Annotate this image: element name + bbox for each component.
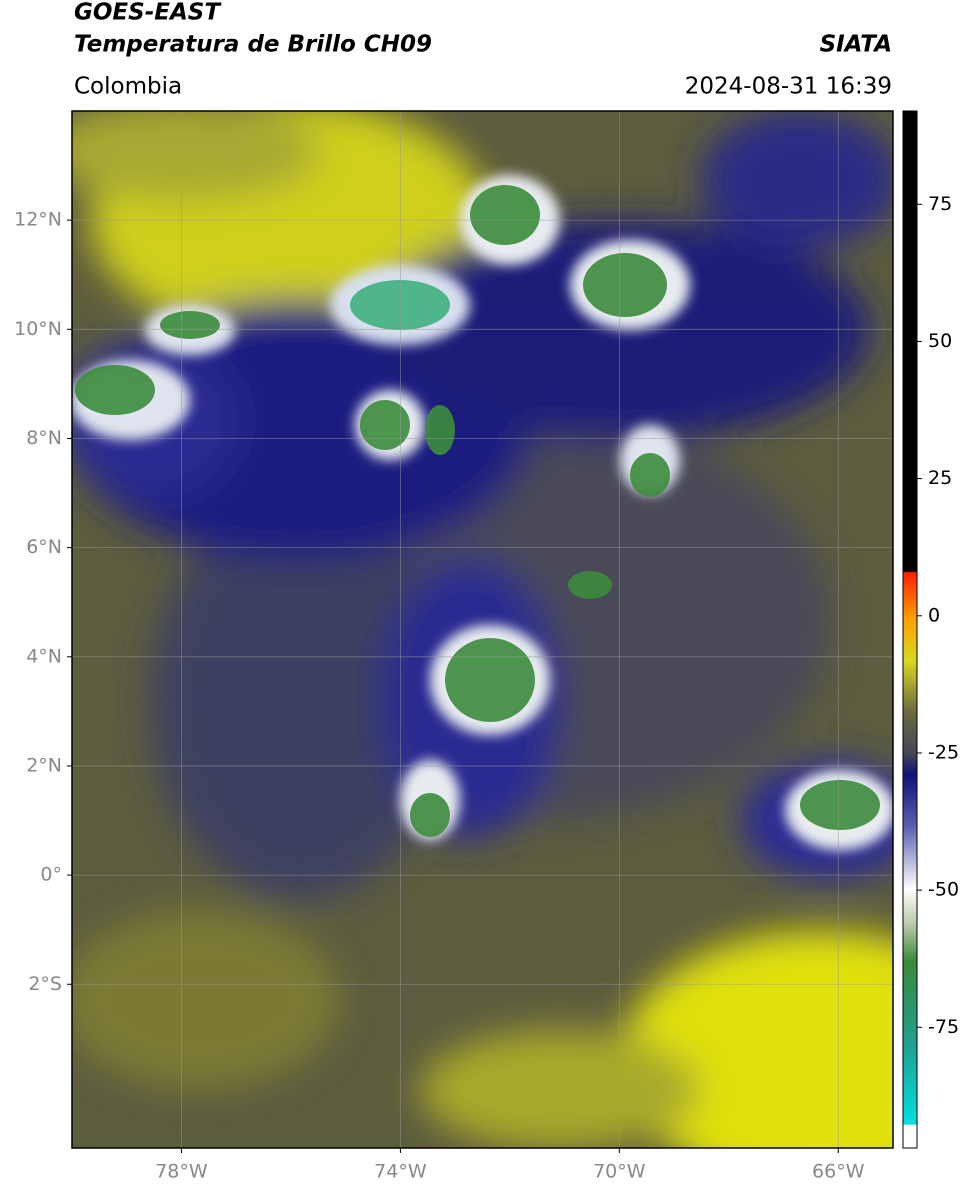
- subtitle: Temperatura de Brillo CH09: [74, 32, 432, 58]
- graticule: [72, 111, 893, 1148]
- lon-tick-label: 66°W: [812, 1161, 865, 1183]
- lat-tick-label: 2°S: [28, 973, 62, 995]
- lat-tick-label: 12°N: [14, 209, 62, 231]
- source: SIATA: [820, 32, 892, 58]
- colorbar-tick-label: -25: [928, 741, 959, 763]
- map-frame: [71, 110, 894, 1149]
- datetime: 2024-08-31 16:39: [685, 74, 892, 100]
- colorbar: [902, 110, 918, 1149]
- colorbar-tick-label: 75: [928, 193, 952, 215]
- lon-tick-label: 78°W: [155, 1161, 208, 1183]
- lat-tick-label: 0°: [40, 864, 62, 886]
- colorbar-tick-label: 50: [928, 330, 952, 352]
- colorbar-tick-label: -75: [928, 1016, 959, 1038]
- colorbar-tick-label: -50: [928, 879, 959, 901]
- region: Colombia: [74, 74, 182, 100]
- lon-tick-label: 70°W: [593, 1161, 646, 1183]
- title: GOES-EAST: [74, 0, 222, 26]
- satellite-image: [72, 111, 893, 1148]
- lat-tick-label: 2°N: [26, 754, 62, 776]
- lat-tick-label: 6°N: [26, 536, 62, 558]
- lat-tick-label: 4°N: [26, 645, 62, 667]
- colorbar-tick-label: 0: [928, 604, 940, 626]
- colorbar-tick-label: 25: [928, 467, 952, 489]
- lon-tick-label: 74°W: [374, 1161, 427, 1183]
- header: GOES-EAST Temperatura de Brillo CH09 Col…: [74, 0, 892, 100]
- lat-tick-label: 8°N: [26, 427, 62, 449]
- lat-tick-label: 10°N: [14, 318, 62, 340]
